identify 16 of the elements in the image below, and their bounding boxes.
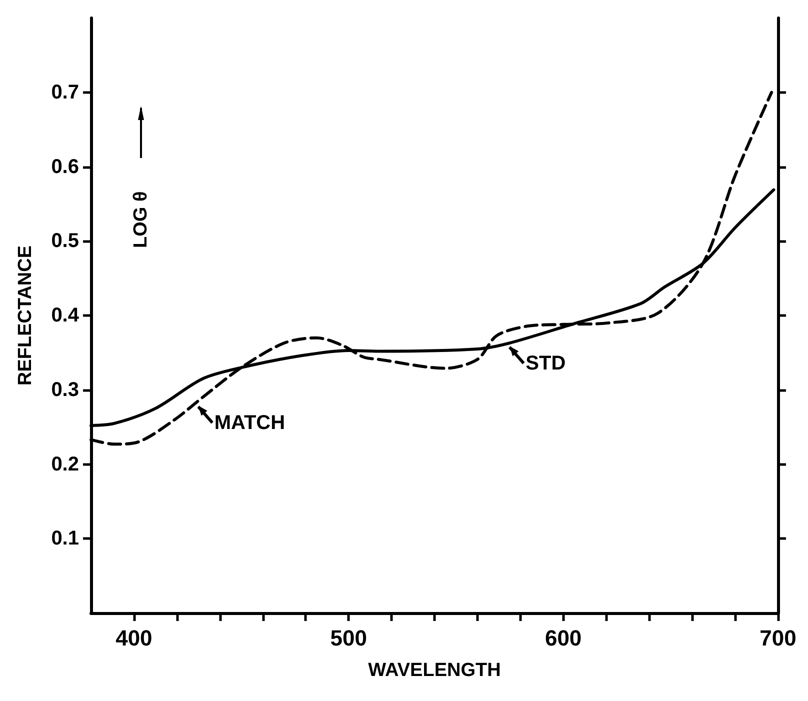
y-tick-label: 0.6 bbox=[51, 156, 79, 178]
y-tick-label: 0.1 bbox=[51, 528, 79, 550]
y-tick-label: 0.4 bbox=[51, 304, 80, 326]
annotation: LOG θ bbox=[130, 191, 152, 248]
y-tick-label: 0.3 bbox=[51, 378, 79, 401]
y-axis-title: REFLECTANCE bbox=[15, 245, 36, 386]
y-tick-label: 0.7 bbox=[51, 81, 79, 104]
x-tick-label: 700 bbox=[760, 626, 796, 650]
x-tick-label: 500 bbox=[330, 626, 367, 650]
y-tick-label: 0.2 bbox=[51, 453, 79, 476]
annotation: STD bbox=[526, 352, 566, 374]
x-axis-title: WAVELENGTH bbox=[368, 660, 501, 681]
y-tick-label: 0.5 bbox=[51, 230, 79, 252]
x-tick-label: 400 bbox=[116, 626, 152, 650]
x-tick-label: 600 bbox=[544, 626, 582, 650]
annotation: MATCH bbox=[214, 412, 286, 434]
